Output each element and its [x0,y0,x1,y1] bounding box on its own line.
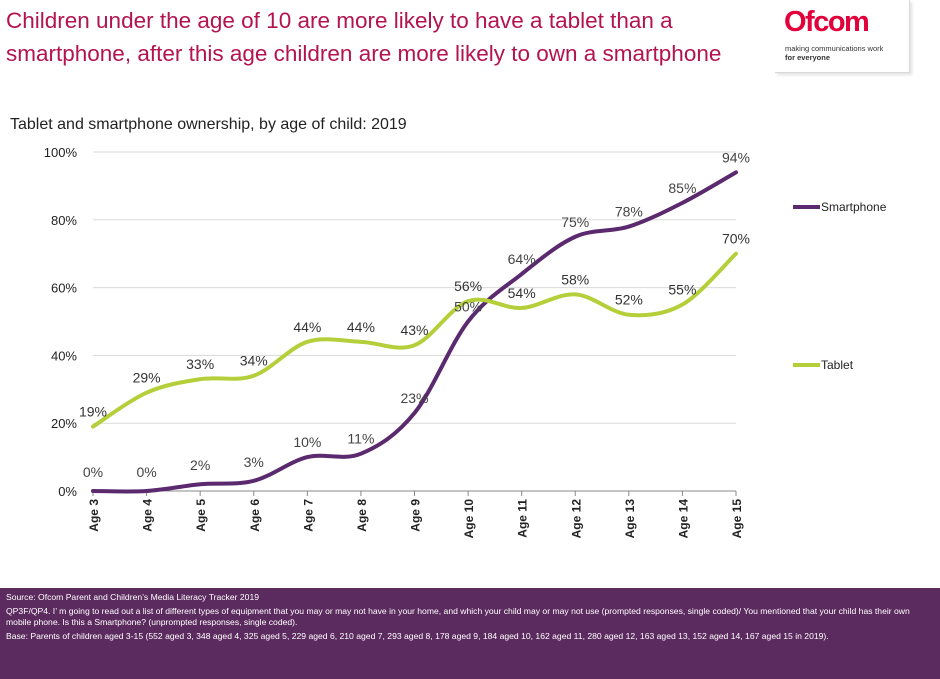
x-tick-label: Age 8 [355,499,369,532]
y-tick-label: 40% [51,348,77,363]
smartphone-data-label: 3% [244,454,264,470]
chart-title: Tablet and smartphone ownership, by age … [10,116,407,133]
smartphone-legend-label: Smartphone [821,200,887,214]
smartphone-data-label: 85% [668,180,696,196]
x-tick-label: Age 6 [248,499,262,532]
tablet-data-label: 44% [293,319,321,335]
footer-base: Base: Parents of children aged 3-15 (552… [6,630,829,641]
x-tick-label: Age 12 [569,499,583,539]
x-tick-label: Age 15 [730,499,744,539]
smartphone-data-label: 64% [508,251,536,267]
tablet-data-label: 43% [400,322,428,338]
tablet-data-label: 19% [79,404,107,420]
logo-tagline-line1: making communications work [785,44,884,53]
x-tick-label: Age 13 [623,499,637,539]
y-tick-label: 0% [58,484,77,499]
y-tick-label: 100% [44,145,78,160]
x-tick-label: Age 11 [516,499,530,538]
smartphone-data-label: 0% [83,464,103,480]
tablet-data-label: 55% [668,282,696,298]
x-tick-label: Age 5 [194,499,208,532]
logo-tagline-line2: for everyone [785,53,831,62]
smartphone-data-label: 10% [293,434,321,450]
smartphone-data-label: 75% [561,214,589,230]
footer-question: QP3F/QP4. I’ m going to read out a list … [6,605,910,628]
tablet-data-label: 33% [186,356,214,372]
tablet-data-label: 52% [615,292,643,308]
footer-notes: Source: Ofcom Parent and Children’s Medi… [0,588,940,679]
smartphone-data-label: 94% [722,149,750,165]
y-tick-label: 60% [51,281,77,296]
tablet-data-label: 29% [133,370,161,386]
tablet-data-label: 44% [347,319,375,335]
smartphone-data-label: 23% [400,390,428,406]
logo-tagline: making communications work for everyone [785,44,883,62]
x-tick-label: Age 7 [301,499,315,532]
tablet-data-label: 56% [454,278,482,294]
smartphone-data-label: 11% [347,431,374,447]
x-tick-label: Age 4 [141,499,155,532]
tablet-legend-label: Tablet [821,358,854,372]
line-chart: 0% 20% 40% 60% 80% 100% Age 3 Age 4 Age 5 Age 6 Ag… [44,145,887,539]
tablet-data-label: 70% [722,231,750,247]
smartphone-data-label: 78% [615,204,643,220]
smartphone-data-label: 0% [136,464,156,480]
ofcom-logo: Ofcom making communications work for eve… [775,0,910,73]
tablet-data-label: 54% [508,285,536,301]
tablet-data-label: 58% [561,271,589,287]
x-tick-label: Age 10 [462,499,476,539]
headline: Children under the age of 10 are more li… [6,8,722,66]
smartphone-data-label: 2% [190,457,210,473]
y-tick-label: 80% [51,213,77,228]
smartphone-data-label: 50% [454,299,482,315]
y-tick-label: 20% [51,416,77,431]
tablet-data-label: 34% [240,353,268,369]
x-tick-label: Age 14 [676,499,690,539]
x-tick-label: Age 9 [409,499,423,532]
logo-wordmark: Ofcom [784,6,870,38]
footer-source: Source: Ofcom Parent and Children’s Medi… [6,592,260,602]
x-tick-label: Age 3 [87,499,101,532]
